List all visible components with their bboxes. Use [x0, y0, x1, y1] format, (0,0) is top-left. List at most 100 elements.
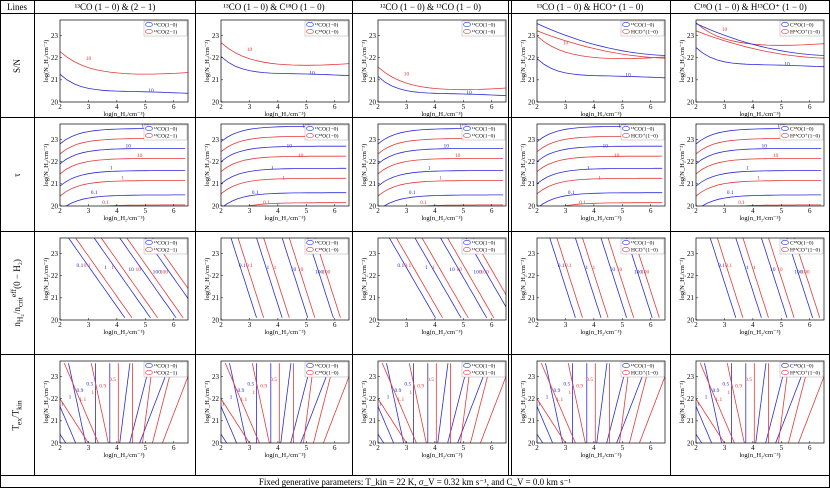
series-line	[537, 58, 665, 79]
series-line	[755, 363, 767, 443]
contour-label: 0.1	[568, 190, 575, 196]
y-tick-label: 23	[528, 373, 536, 381]
series-line	[383, 194, 504, 206]
series-line	[280, 363, 292, 443]
contour-label: 1	[746, 165, 749, 171]
series-line	[699, 363, 735, 443]
contour-panel: 0.50.911.10.50.911.12 3 4 5 620212223log(n_H…	[204, 360, 350, 459]
x-tick-label: 4	[276, 321, 280, 329]
x-tick-label: 3	[564, 321, 568, 329]
legend-label: C¹⁸O(1−0)	[790, 22, 814, 29]
contour-label: 100	[473, 269, 482, 275]
x-tick-label: 6	[172, 444, 176, 452]
contour-label: 1	[110, 165, 113, 171]
legend-label: H¹³CO⁺(1−0)	[790, 29, 820, 36]
series-line	[378, 148, 504, 165]
y-axis-label: log(N_H₂/cm⁻²)	[43, 144, 50, 187]
series-line	[230, 238, 257, 318]
contour-label: 10	[247, 47, 253, 53]
contour-label: 1	[230, 395, 233, 401]
y-axis-label: log(N_H₂/cm⁻²)	[361, 144, 368, 187]
series-line	[60, 138, 186, 155]
legend-swatch	[145, 21, 153, 28]
contour-label: 0.1	[91, 190, 98, 196]
series-line	[582, 238, 609, 318]
x-axis-label: log(n_H₂/cm⁻³)	[739, 215, 780, 222]
x-tick-label: 5	[780, 321, 784, 329]
series-line	[537, 155, 663, 172]
contour-label: 1	[757, 175, 760, 181]
y-tick-label: 20	[51, 98, 59, 106]
legend-label: ¹³CO(2−1)	[154, 370, 177, 377]
y-tick-label: 23	[51, 373, 59, 381]
legend-label: HCO⁺(1−0)	[631, 29, 658, 36]
y-tick-label: 21	[528, 76, 536, 84]
contour-label: 0.9	[76, 388, 83, 394]
series-line	[90, 363, 109, 443]
legend-swatch	[463, 21, 471, 28]
contour-label: 1	[425, 265, 428, 271]
series-line	[101, 204, 186, 206]
legend-swatch	[145, 362, 153, 369]
series-line	[378, 405, 394, 443]
rule	[195, 0, 196, 476]
contour-label: 10	[444, 143, 450, 149]
y-tick-label: 23	[687, 32, 695, 40]
legend-label: C¹⁸O(1−0)	[790, 363, 814, 370]
series-line	[63, 363, 99, 443]
legend-swatch	[463, 29, 471, 35]
y-tick-label: 20	[51, 439, 59, 447]
contour-panel: 0.10.11110101001002345620212223log(n_H₂/…	[361, 123, 507, 222]
x-tick-label: 2	[58, 103, 62, 111]
legend: ¹³CO(1−0)¹³CO(2−1)	[143, 124, 188, 141]
axes-frame	[377, 19, 507, 103]
x-axis-label: log(n_H₂/cm⁻³)	[103, 452, 144, 459]
series-line	[742, 238, 769, 318]
y-tick-label: 22	[51, 158, 59, 166]
contour-label: 10	[773, 153, 779, 159]
y-tick-label: 22	[51, 272, 59, 280]
contour-label: 10	[135, 267, 141, 273]
y-tick-label: 22	[687, 272, 695, 280]
series-line	[221, 177, 347, 195]
x-tick-label: 3	[564, 207, 568, 215]
series-line	[419, 204, 504, 206]
legend-swatch	[306, 29, 314, 35]
y-tick-label: 21	[687, 294, 695, 302]
x-tick-label: 4	[751, 444, 755, 452]
contour-label: 1	[593, 265, 596, 271]
contour-label: 0.5	[86, 381, 93, 387]
x-tick-label: 5	[144, 321, 148, 329]
contour-label: 1	[428, 165, 431, 171]
series-line	[696, 148, 822, 165]
series-line	[556, 238, 583, 318]
series-line	[600, 238, 627, 318]
legend-label: ¹³CO(1−0)	[631, 240, 654, 247]
y-tick-label: 21	[369, 76, 377, 84]
contour-label: 10	[777, 267, 783, 273]
y-tick-label: 20	[212, 98, 220, 106]
axes-frame	[59, 123, 189, 207]
x-tick-label: 5	[462, 103, 466, 111]
y-tick-label: 21	[51, 76, 59, 84]
x-axis-label: log(n_H₂/cm⁻³)	[580, 215, 621, 222]
y-tick-label: 23	[528, 32, 536, 40]
series-line	[549, 238, 576, 318]
contour-label: 0.1	[420, 200, 427, 206]
x-tick-label: 5	[462, 321, 466, 329]
x-tick-label: 6	[490, 103, 494, 111]
contour-label: 0.5	[270, 377, 277, 383]
y-tick-label: 21	[369, 294, 377, 302]
x-tick-label: 2	[219, 207, 223, 215]
legend-label: C¹⁸O(1−0)	[790, 240, 814, 247]
contour-label: 10	[770, 267, 776, 273]
contour-label: 1	[439, 175, 442, 181]
contour-label: 1	[282, 175, 285, 181]
y-tick-label: 22	[212, 395, 220, 403]
series-line	[696, 23, 824, 56]
series-line	[408, 363, 427, 443]
legend: ¹²CO(1−0)¹³CO(1−0)	[461, 361, 506, 378]
legend-swatch	[145, 133, 153, 139]
